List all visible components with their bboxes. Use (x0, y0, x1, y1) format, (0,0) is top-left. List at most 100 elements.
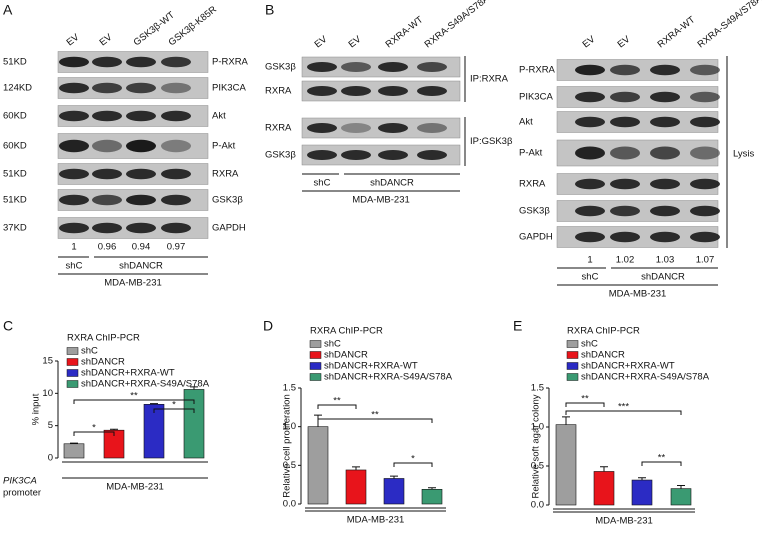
band (417, 62, 447, 72)
y-axis-label: Relative cell proliferation (282, 394, 293, 498)
band (161, 110, 191, 122)
size-label: 51KD (3, 169, 27, 180)
panel-letter: B (265, 2, 274, 18)
significance-label: * (411, 454, 415, 465)
band (341, 62, 371, 72)
row-label: Akt (519, 117, 533, 128)
band (378, 123, 408, 133)
error-bar (150, 403, 158, 405)
legend-label: shDANCR+RXRA-S49A/S78A (81, 379, 210, 390)
lane-label: EV (65, 31, 82, 48)
band (690, 64, 720, 76)
band (126, 194, 156, 206)
band (650, 116, 680, 128)
legend-label: shDANCR (81, 357, 125, 368)
quantification: 1 (71, 242, 76, 253)
lane-label: EV (581, 33, 598, 50)
band (92, 194, 122, 206)
x-axis-label: MDA-MB-231 (106, 482, 164, 493)
ip-label: IP:RXRA (470, 74, 509, 85)
band (59, 110, 89, 122)
y-tick-label: 1.0 (283, 421, 296, 432)
lane-label: RXRA-WT (384, 14, 426, 50)
band (59, 139, 89, 153)
band (417, 123, 447, 133)
legend-swatch (566, 362, 579, 370)
band (92, 139, 122, 153)
band (690, 91, 720, 103)
significance-label: * (92, 423, 96, 434)
error-bar (352, 466, 360, 470)
group-label: shDANCR (119, 261, 163, 272)
band (161, 139, 191, 153)
row-label: GSK3β (265, 62, 296, 73)
y-tick-label: 10 (42, 388, 53, 399)
legend-swatch (309, 340, 322, 348)
error-bar (390, 475, 398, 479)
row-label: P-Akt (212, 141, 236, 152)
band (59, 194, 89, 206)
lysis-label: Lysis (733, 149, 755, 160)
error-bar (600, 466, 608, 472)
band (575, 231, 605, 243)
row-label: GSK3β (519, 206, 550, 217)
bar (63, 443, 85, 459)
significance-bracket (565, 410, 682, 415)
band (575, 178, 605, 190)
significance-label: * (172, 400, 176, 411)
band (650, 231, 680, 243)
group-label: shC (314, 178, 331, 189)
panel-letter: C (3, 318, 13, 334)
legend-label: shDANCR+RXRA-WT (581, 361, 675, 372)
y-tick-label: 1.0 (531, 422, 544, 433)
significance-bracket (73, 431, 115, 436)
group-label: shC (582, 272, 599, 283)
bar (593, 471, 615, 506)
bar (307, 426, 329, 505)
lane-label: EV (98, 31, 115, 48)
band (161, 168, 191, 180)
quantification: 0.96 (98, 242, 117, 253)
significance-bracket (565, 402, 605, 407)
y-tick-label: 15 (42, 356, 53, 367)
legend-swatch (66, 369, 79, 377)
y-tick-label: 1.5 (531, 383, 544, 394)
y-tick-label: 0 (48, 453, 53, 464)
legend-swatch (66, 380, 79, 388)
legend-label: shDANCR+RXRA-WT (81, 368, 175, 379)
panel-letter: A (3, 2, 13, 18)
legend-swatch (566, 351, 579, 359)
quantification: 0.94 (132, 242, 151, 253)
band (575, 205, 605, 217)
band (341, 123, 371, 133)
significance-bracket (393, 462, 433, 467)
significance-label: ** (581, 394, 589, 405)
band (59, 168, 89, 180)
y-tick-label: 1.5 (283, 383, 296, 394)
legend-label: shDANCR (581, 350, 625, 361)
row-label: PIK3CA (519, 92, 553, 103)
x-axis-label: MDA-MB-231 (595, 516, 653, 527)
legend-label: shDANCR (324, 350, 368, 361)
band (650, 178, 680, 190)
band (161, 222, 191, 234)
bar (421, 489, 443, 505)
row-label: P-RXRA (519, 65, 556, 76)
quantification: 0.97 (167, 242, 186, 253)
band (610, 116, 640, 128)
band (92, 110, 122, 122)
band (126, 168, 156, 180)
band (92, 168, 122, 180)
legend-swatch (309, 362, 322, 370)
band (610, 64, 640, 76)
band (341, 150, 371, 160)
lane-label: GSK3β-K85R (167, 4, 219, 48)
x-axis-label: MDA-MB-231 (347, 515, 405, 526)
legend-swatch (66, 358, 79, 366)
y-tick-label: 5 (48, 420, 53, 431)
error-bar (110, 428, 118, 431)
significance-bracket (317, 404, 357, 409)
significance-bracket (73, 399, 195, 404)
quantification: 1 (587, 255, 592, 266)
bar (631, 479, 653, 506)
